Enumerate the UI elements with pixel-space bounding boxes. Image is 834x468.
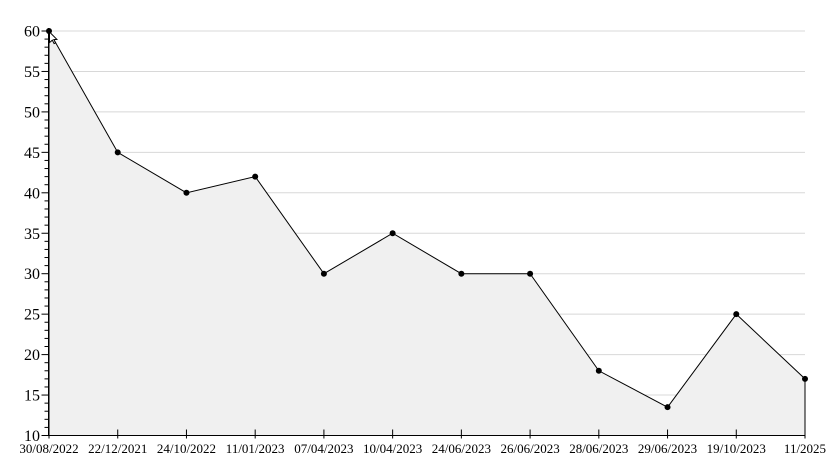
x-axis-label: 19/10/2023 (707, 441, 766, 456)
data-point-marker (458, 270, 465, 277)
data-point-marker (114, 149, 121, 156)
y-axis-label: 25 (24, 307, 40, 324)
y-axis-label: 35 (24, 226, 40, 243)
x-axis-label: 28/06/2023 (569, 441, 628, 456)
data-point-marker (527, 270, 534, 277)
y-axis-label: 50 (24, 104, 40, 121)
y-axis-label: 40 (24, 185, 40, 202)
x-axis-label: 24/10/2022 (157, 441, 216, 456)
mouse-pointer-icon (49, 30, 59, 45)
y-axis-label: 60 (24, 24, 40, 41)
y-axis-label: 15 (24, 388, 40, 405)
x-axis-label: 07/04/2023 (294, 441, 353, 456)
data-point-marker (320, 270, 327, 277)
x-axis-label: 11/2025 (784, 441, 826, 456)
y-axis-label: 45 (24, 145, 40, 162)
data-point-marker (389, 230, 396, 237)
y-axis-label: 20 (24, 347, 40, 364)
data-point-marker (252, 173, 259, 180)
data-point-marker (595, 367, 602, 374)
x-axis-label: 11/01/2023 (226, 441, 285, 456)
x-axis-label: 26/06/2023 (500, 441, 559, 456)
data-point-marker (183, 189, 190, 196)
data-point-marker (802, 375, 808, 382)
y-axis-label: 30 (24, 266, 40, 283)
x-axis-label: 10/04/2023 (363, 441, 422, 456)
x-axis-label: 30/08/2022 (19, 441, 78, 456)
x-axis-label: 22/12/2021 (88, 441, 147, 456)
y-axis-label: 10 (24, 428, 40, 445)
data-point-marker (664, 404, 671, 411)
x-axis-label: 24/06/2023 (432, 441, 491, 456)
y-axis-label: 55 (24, 64, 40, 81)
x-axis-label: 29/06/2023 (638, 441, 697, 456)
data-point-marker (733, 311, 740, 318)
